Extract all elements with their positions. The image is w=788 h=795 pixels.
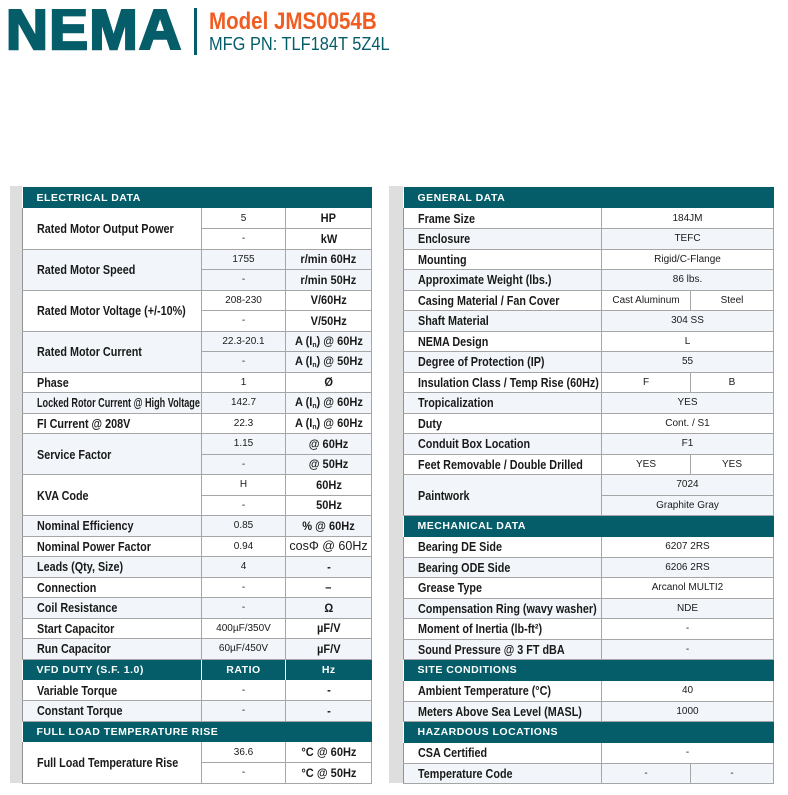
svg-text:NEMA: NEMA [7, 9, 182, 51]
